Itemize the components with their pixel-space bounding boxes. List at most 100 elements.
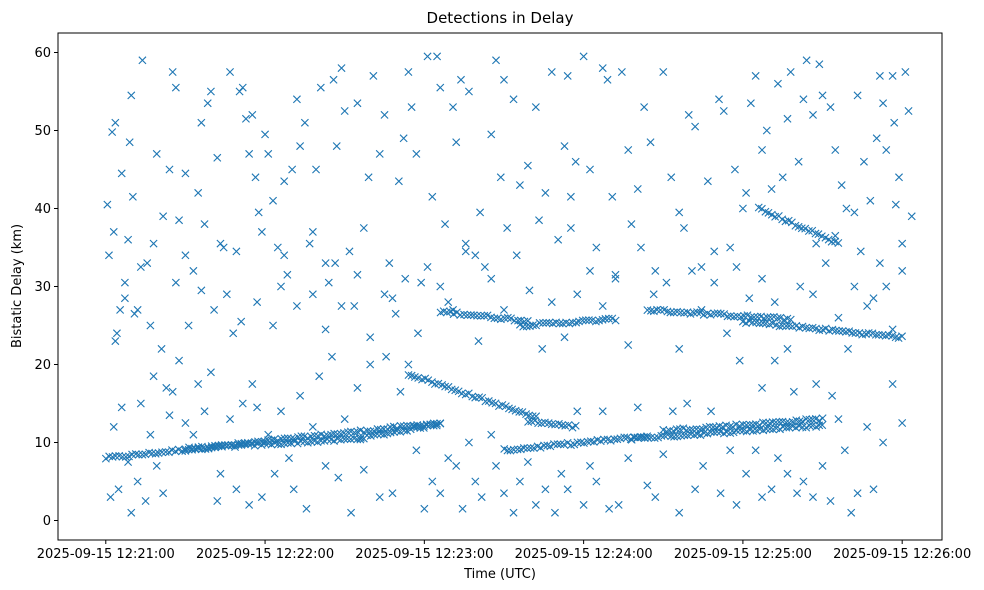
data-point	[428, 192, 437, 201]
data-point	[456, 75, 465, 84]
data-point	[571, 421, 580, 430]
data-point	[254, 208, 263, 217]
data-point	[808, 290, 817, 299]
data-point	[795, 417, 804, 426]
data-point	[831, 231, 840, 240]
data-point	[490, 314, 499, 323]
data-point	[513, 445, 522, 454]
data-point	[888, 325, 897, 334]
data-point	[630, 433, 639, 442]
data-point	[566, 224, 575, 232]
data-point	[891, 333, 900, 342]
data-point	[330, 436, 339, 445]
data-point	[515, 181, 524, 190]
data-point	[888, 380, 897, 388]
data-point	[125, 138, 134, 147]
data-point	[871, 330, 880, 339]
data-point	[719, 107, 728, 115]
data-point	[404, 68, 413, 76]
data-point	[691, 485, 700, 494]
data-point	[742, 420, 751, 429]
data-point	[653, 305, 662, 314]
data-point	[232, 247, 241, 256]
data-point	[636, 243, 645, 252]
data-point	[417, 278, 426, 287]
data-point	[831, 146, 840, 154]
data-point	[578, 316, 587, 325]
data-point	[380, 110, 389, 119]
data-point	[404, 371, 413, 379]
data-point	[264, 430, 273, 439]
data-point	[535, 216, 544, 225]
data-point	[244, 439, 253, 448]
data-point	[693, 308, 702, 317]
data-point	[111, 337, 120, 346]
data-point	[758, 418, 767, 427]
data-point	[691, 122, 700, 131]
data-point	[716, 489, 725, 498]
data-point	[799, 477, 808, 486]
data-point	[767, 485, 776, 494]
data-point	[522, 322, 531, 331]
data-point	[492, 461, 501, 470]
data-point	[400, 426, 409, 435]
data-point	[168, 387, 177, 396]
data-point	[529, 321, 537, 330]
data-point	[687, 266, 696, 275]
x-tick-label: 2025-09-15 12:22:00	[196, 547, 334, 562]
data-point	[370, 430, 379, 439]
data-point	[359, 224, 368, 232]
data-point	[473, 311, 482, 320]
data-point	[722, 329, 731, 338]
data-point	[850, 282, 859, 291]
data-point	[563, 485, 572, 494]
data-point	[211, 441, 220, 450]
data-point	[841, 327, 850, 336]
data-point	[815, 416, 824, 425]
data-point	[679, 224, 688, 232]
data-point	[778, 321, 787, 330]
data-point	[789, 387, 798, 396]
data-point	[555, 319, 564, 328]
data-point	[573, 438, 582, 447]
data-point	[130, 309, 139, 318]
data-point	[547, 420, 556, 429]
data-point	[120, 294, 129, 303]
data-point	[260, 439, 269, 448]
data-point	[515, 477, 524, 486]
data-point	[124, 235, 133, 244]
data-point	[851, 329, 860, 337]
data-point	[391, 309, 400, 318]
x-tick-label: 2025-09-15 12:25:00	[674, 547, 812, 562]
data-point	[881, 331, 890, 340]
data-point	[194, 188, 203, 197]
data-point	[475, 393, 484, 402]
data-point	[898, 419, 907, 427]
y-tick-label: 20	[34, 358, 51, 373]
data-point	[312, 165, 321, 174]
data-point	[157, 344, 166, 353]
data-point	[723, 312, 732, 321]
data-point	[245, 500, 254, 509]
data-point	[751, 71, 760, 80]
data-point	[685, 425, 694, 434]
data-point	[707, 407, 716, 416]
data-point	[296, 142, 305, 151]
data-point	[534, 419, 543, 428]
data-point	[273, 243, 282, 252]
data-point	[189, 266, 198, 275]
data-point	[782, 321, 791, 330]
data-point	[785, 321, 794, 330]
data-point	[420, 504, 429, 513]
data-point	[624, 146, 633, 154]
data-point	[818, 414, 827, 423]
data-point	[168, 68, 177, 76]
data-point	[165, 411, 174, 420]
data-point	[888, 71, 897, 80]
data-point	[821, 324, 830, 333]
data-point	[350, 428, 359, 437]
data-point	[442, 308, 451, 317]
data-point	[853, 91, 862, 100]
data-point	[441, 382, 450, 391]
